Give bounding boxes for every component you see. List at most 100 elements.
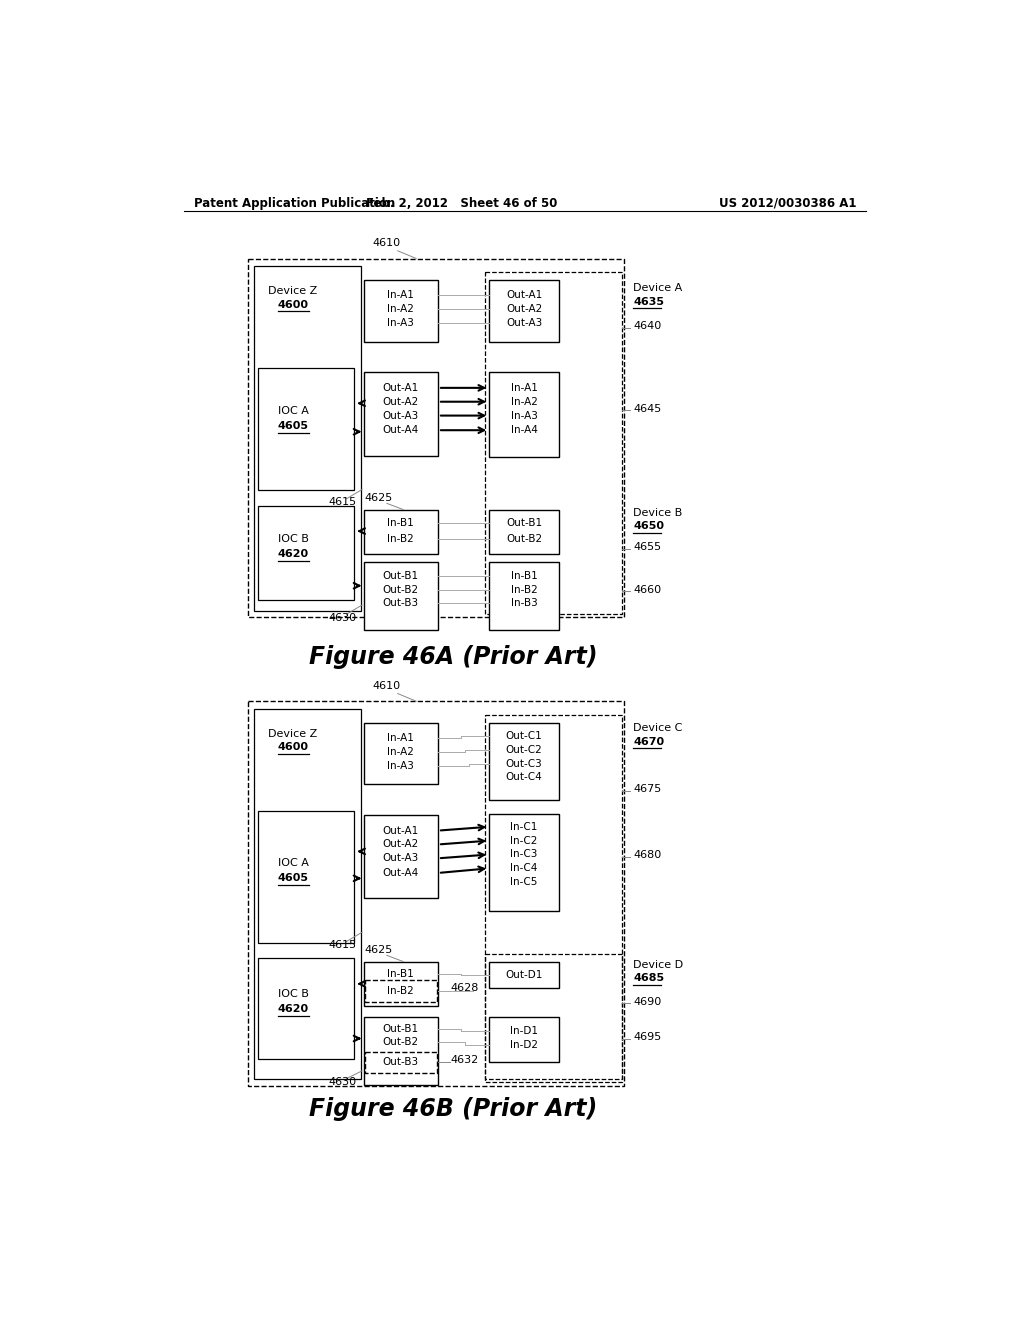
Text: Feb. 2, 2012   Sheet 46 of 50: Feb. 2, 2012 Sheet 46 of 50 bbox=[366, 197, 557, 210]
Text: Out-C3: Out-C3 bbox=[506, 759, 543, 768]
Text: 4660: 4660 bbox=[633, 585, 662, 594]
Text: Device Z: Device Z bbox=[268, 729, 317, 739]
Text: 4615: 4615 bbox=[328, 940, 356, 950]
Text: In-C2: In-C2 bbox=[510, 836, 538, 846]
Bar bbox=[365, 723, 438, 784]
Text: 4625: 4625 bbox=[365, 945, 392, 954]
Text: Device B: Device B bbox=[633, 508, 683, 517]
Text: Out-A4: Out-A4 bbox=[383, 425, 419, 436]
Text: In-A3: In-A3 bbox=[387, 318, 415, 329]
Bar bbox=[489, 280, 559, 342]
Bar bbox=[366, 979, 437, 1002]
Bar bbox=[489, 510, 559, 554]
Text: Out-B1: Out-B1 bbox=[383, 570, 419, 581]
Text: Device Z: Device Z bbox=[268, 286, 317, 296]
Text: In-B1: In-B1 bbox=[387, 969, 414, 979]
Text: 4690: 4690 bbox=[633, 997, 662, 1007]
Text: Device D: Device D bbox=[633, 960, 683, 970]
Text: In-D2: In-D2 bbox=[510, 1040, 538, 1049]
Bar bbox=[489, 562, 559, 630]
Text: Device A: Device A bbox=[633, 282, 683, 293]
Text: Out-B1: Out-B1 bbox=[383, 1024, 419, 1035]
Text: In-D1: In-D1 bbox=[510, 1026, 538, 1036]
Text: In-B2: In-B2 bbox=[387, 533, 414, 544]
Text: US 2012/0030386 A1: US 2012/0030386 A1 bbox=[719, 197, 856, 210]
Text: In-B2: In-B2 bbox=[511, 585, 538, 594]
Text: 4600: 4600 bbox=[278, 742, 308, 752]
Bar bbox=[248, 259, 624, 616]
Bar bbox=[365, 280, 438, 342]
Bar bbox=[248, 701, 624, 1086]
Text: Out-A3: Out-A3 bbox=[383, 411, 419, 421]
Text: In-C1: In-C1 bbox=[510, 822, 538, 832]
Bar bbox=[254, 709, 360, 1078]
Text: 4685: 4685 bbox=[633, 973, 665, 983]
Text: IOC A: IOC A bbox=[278, 858, 308, 869]
Text: IOC B: IOC B bbox=[278, 533, 308, 544]
Text: Out-A3: Out-A3 bbox=[506, 318, 542, 329]
Text: Figure 46A (Prior Art): Figure 46A (Prior Art) bbox=[309, 645, 598, 669]
Text: Out-B2: Out-B2 bbox=[383, 1038, 419, 1047]
Text: 4620: 4620 bbox=[278, 1005, 308, 1014]
Text: 4655: 4655 bbox=[633, 543, 662, 552]
Text: Out-A2: Out-A2 bbox=[506, 305, 542, 314]
Text: Out-B3: Out-B3 bbox=[383, 598, 419, 609]
Bar bbox=[365, 562, 438, 630]
Text: Out-B2: Out-B2 bbox=[506, 533, 542, 544]
Bar bbox=[484, 954, 623, 1078]
Text: In-C3: In-C3 bbox=[510, 850, 538, 859]
Bar bbox=[365, 510, 438, 554]
Text: Out-A1: Out-A1 bbox=[383, 825, 419, 836]
Text: 4670: 4670 bbox=[633, 737, 665, 747]
Text: Out-A3: Out-A3 bbox=[383, 853, 419, 863]
Text: Figure 46B (Prior Art): Figure 46B (Prior Art) bbox=[309, 1097, 598, 1122]
Text: 4630: 4630 bbox=[328, 1077, 356, 1086]
Text: Out-C1: Out-C1 bbox=[506, 731, 543, 741]
Text: Out-A1: Out-A1 bbox=[506, 290, 542, 301]
Text: In-B1: In-B1 bbox=[387, 519, 414, 528]
Text: Out-B2: Out-B2 bbox=[383, 585, 419, 594]
Text: 4632: 4632 bbox=[451, 1055, 478, 1065]
Text: Out-A2: Out-A2 bbox=[383, 397, 419, 407]
Text: In-A2: In-A2 bbox=[387, 305, 415, 314]
Text: Out-C4: Out-C4 bbox=[506, 772, 543, 783]
Text: 4630: 4630 bbox=[328, 612, 356, 623]
Text: Patent Application Publication: Patent Application Publication bbox=[194, 197, 395, 210]
Text: 4605: 4605 bbox=[278, 874, 308, 883]
Bar bbox=[365, 1016, 438, 1085]
Text: In-C4: In-C4 bbox=[510, 863, 538, 874]
Text: In-A4: In-A4 bbox=[511, 425, 538, 436]
Bar bbox=[489, 372, 559, 457]
Text: Out-B1: Out-B1 bbox=[506, 519, 542, 528]
Bar bbox=[484, 272, 623, 614]
Text: Out-B3: Out-B3 bbox=[383, 1057, 419, 1068]
Text: IOC B: IOC B bbox=[278, 989, 308, 999]
Text: 4625: 4625 bbox=[365, 492, 392, 503]
Text: 4635: 4635 bbox=[633, 297, 665, 306]
Text: 4600: 4600 bbox=[278, 300, 308, 310]
Text: 4615: 4615 bbox=[328, 498, 356, 507]
Text: In-B2: In-B2 bbox=[387, 986, 414, 995]
Bar bbox=[254, 267, 360, 611]
Text: In-A2: In-A2 bbox=[511, 397, 538, 407]
Text: 4640: 4640 bbox=[633, 321, 662, 331]
Text: Out-D1: Out-D1 bbox=[505, 970, 543, 979]
Text: In-A1: In-A1 bbox=[387, 290, 415, 301]
Bar bbox=[489, 723, 559, 800]
Text: In-C5: In-C5 bbox=[510, 878, 538, 887]
Text: 4610: 4610 bbox=[372, 681, 400, 692]
Text: Out-A4: Out-A4 bbox=[383, 869, 419, 878]
Text: 4610: 4610 bbox=[372, 239, 400, 248]
Text: Out-C2: Out-C2 bbox=[506, 744, 543, 755]
Bar bbox=[484, 715, 623, 1081]
Text: 4605: 4605 bbox=[278, 421, 308, 432]
Text: In-B1: In-B1 bbox=[511, 570, 538, 581]
Text: 4695: 4695 bbox=[633, 1032, 662, 1041]
Text: 4628: 4628 bbox=[451, 983, 479, 994]
Text: 4675: 4675 bbox=[633, 784, 662, 795]
Text: In-A3: In-A3 bbox=[511, 411, 538, 421]
Text: In-A1: In-A1 bbox=[511, 383, 538, 393]
Bar bbox=[365, 372, 438, 455]
Bar bbox=[258, 507, 354, 601]
Bar bbox=[258, 810, 354, 942]
